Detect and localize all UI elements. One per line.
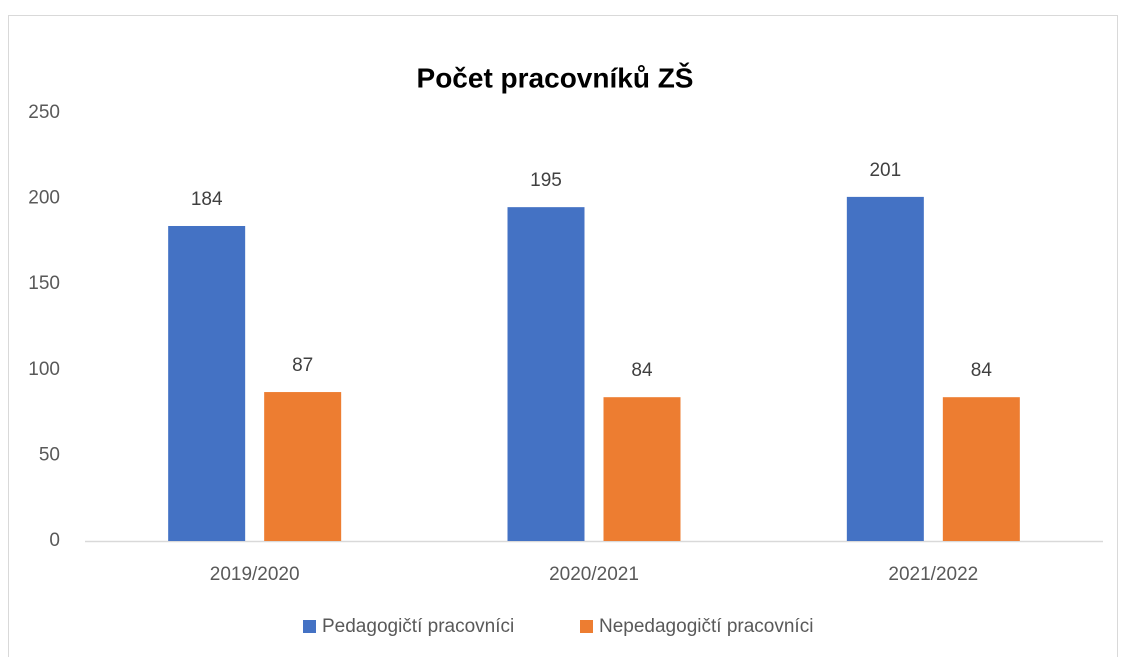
bar — [603, 397, 681, 541]
y-tick-label: 200 — [28, 188, 60, 209]
bar — [507, 207, 585, 541]
y-tick-label: 50 — [39, 444, 60, 465]
data-label: 84 — [971, 360, 993, 381]
y-tick-label: 0 — [49, 530, 60, 551]
y-tick-label: 150 — [28, 273, 60, 294]
data-label: 84 — [631, 360, 653, 381]
y-tick-label: 100 — [28, 359, 60, 380]
legend-label: Pedagogičtí pracovníci — [322, 616, 514, 637]
bar — [264, 392, 342, 541]
data-label: 87 — [292, 355, 313, 376]
bar — [846, 196, 924, 541]
x-tick-label: 2020/2021 — [549, 564, 639, 585]
legend-swatch — [303, 620, 316, 633]
data-label: 201 — [869, 160, 901, 181]
bar — [168, 225, 246, 541]
chart-title: Počet pracovníků ZŠ — [417, 61, 694, 93]
legend-label: Nepedagogičtí pracovníci — [599, 616, 813, 637]
data-label: 184 — [191, 189, 223, 210]
bar — [942, 397, 1020, 541]
legend-swatch — [580, 620, 593, 633]
data-label: 195 — [530, 170, 562, 191]
x-tick-label: 2021/2022 — [888, 564, 978, 585]
x-tick-label: 2019/2020 — [210, 564, 300, 585]
y-tick-label: 250 — [28, 102, 60, 123]
